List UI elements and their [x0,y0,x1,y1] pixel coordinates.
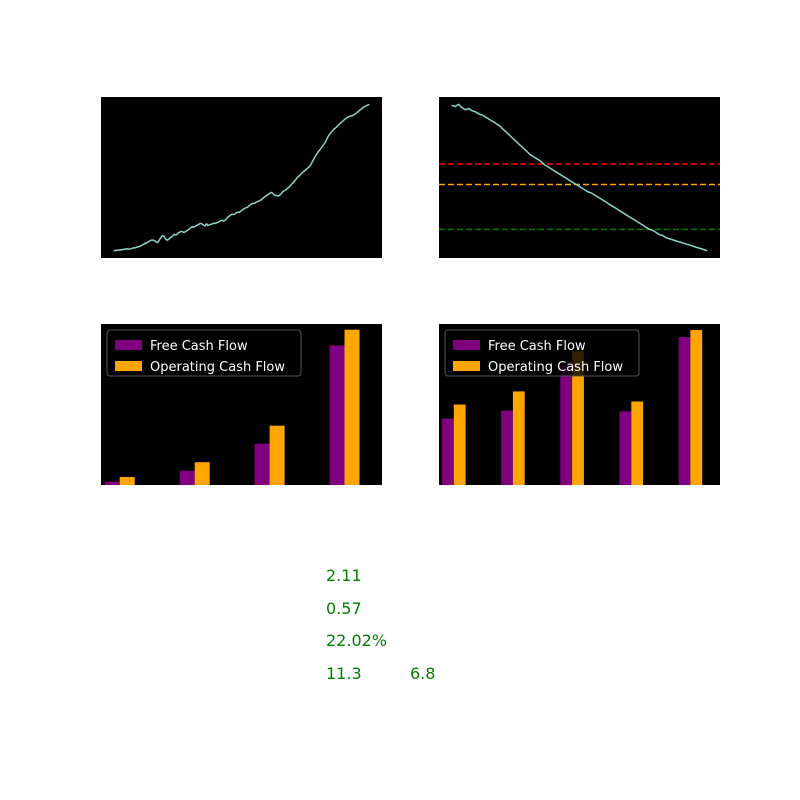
legend-swatch-operating-cash-flow [453,361,480,371]
price-series-line [451,103,708,252]
bar-operating-cash-flow-3 [344,329,360,485]
metric-value-2: 0.57 [326,599,362,618]
bar-free-cash-flow-1 [179,470,195,485]
bar-operating-cash-flow-2 [269,425,285,485]
bar-operating-cash-flow-0 [453,404,466,485]
legend-label-free-cash-flow: Free Cash Flow [150,339,248,354]
bar-free-cash-flow-2 [254,443,270,485]
bar-operating-cash-flow-2 [572,351,584,485]
bar-free-cash-flow-0 [104,481,120,485]
bar-free-cash-flow-4 [678,337,691,485]
metric-value-3: 22.02% [326,631,388,650]
metric-value-4a: 11.3 [326,664,362,683]
bar-free-cash-flow-2 [560,364,573,486]
price-series-line [113,103,370,252]
legend: Free Cash Flow Operating Cash Flow [106,329,302,377]
cash-flow-bar-chart-left: Free Cash Flow Operating Cash Flow [101,324,382,485]
legend-swatch-operating-cash-flow [115,361,142,371]
plot-area [439,97,720,258]
legend-frame [444,329,640,377]
bar-operating-cash-flow-0 [119,477,135,485]
metric-value-4b: 6.8 [410,664,436,683]
price-levels-chart [439,97,720,258]
legend-swatch-free-cash-flow [453,340,480,350]
legend: Free Cash Flow Operating Cash Flow [444,329,640,377]
metric-value-1: 2.11 [326,566,362,585]
price-line-chart [101,97,382,258]
bar-operating-cash-flow-3 [631,401,644,485]
bar-operating-cash-flow-1 [512,391,525,485]
cash-flow-bar-chart-right: Free Cash Flow Operating Cash Flow [439,324,720,486]
bar-operating-cash-flow-4 [690,330,703,485]
legend-label-operating-cash-flow: Operating Cash Flow [150,360,285,375]
bar-free-cash-flow-3 [619,411,632,485]
legend-swatch-free-cash-flow [115,340,142,350]
legend-frame [106,329,302,377]
legend-label-operating-cash-flow: Operating Cash Flow [488,360,623,375]
bar-free-cash-flow-0 [442,418,454,485]
bar-free-cash-flow-3 [329,345,345,485]
bar-operating-cash-flow-1 [194,462,210,485]
legend-label-free-cash-flow: Free Cash Flow [488,339,586,354]
bar-free-cash-flow-1 [501,410,513,485]
plot-area [101,97,382,258]
